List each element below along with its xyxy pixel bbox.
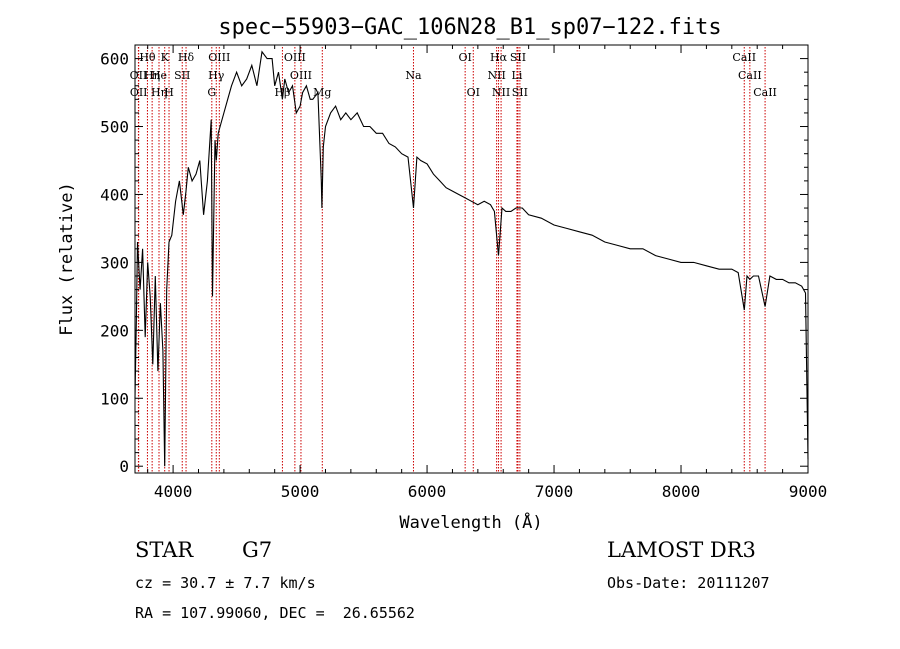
x-axis-label: Wavelength (Å)	[399, 511, 542, 533]
chart-title: spec−55903−GAC_106N28_B1_sp07−122.fits	[218, 15, 721, 40]
y-tick-label: 400	[100, 185, 129, 204]
line-label: Hα	[490, 51, 508, 64]
x-tick-label: 9000	[789, 482, 828, 501]
line-label: Hγ	[208, 69, 225, 82]
x-tick-label: 8000	[662, 482, 701, 501]
y-tick-label: 0	[119, 457, 129, 476]
line-label: H	[164, 86, 174, 99]
line-label: SII	[512, 86, 528, 99]
line-label: Na	[405, 69, 422, 82]
line-label: Hβ	[274, 86, 290, 99]
line-label: OII	[130, 69, 148, 82]
spectral-subclass: G7	[242, 538, 273, 562]
x-tick-label: 5000	[281, 482, 320, 501]
line-label: OI	[467, 86, 480, 99]
line-label: OIII	[290, 69, 312, 82]
y-tick-label: 100	[100, 389, 129, 408]
line-label: SII	[174, 69, 190, 82]
line-label: G	[207, 86, 216, 99]
y-axis-label: Flux (relative)	[57, 182, 77, 336]
survey-name: LAMOST DR3	[607, 538, 756, 562]
x-axis-ticks: 4000 5000 6000 7000 8000 9000	[147, 45, 828, 501]
emission-line-markers	[137, 47, 766, 472]
line-label: CaII	[732, 51, 756, 64]
line-label: CaII	[738, 69, 762, 82]
y-tick-label: 300	[100, 253, 129, 272]
line-label: Hη	[151, 86, 167, 99]
y-tick-label: 500	[100, 118, 129, 137]
spectrum-line	[134, 50, 809, 467]
line-label: SII	[510, 51, 526, 64]
plot-frame	[134, 44, 809, 474]
x-tick-label: 4000	[154, 482, 193, 501]
line-label: NII	[492, 86, 510, 99]
y-tick-label: 200	[100, 321, 129, 340]
line-label: OIII	[208, 51, 230, 64]
object-class: STAR	[135, 538, 194, 562]
x-tick-label: 6000	[408, 482, 447, 501]
line-label: CaII	[753, 86, 777, 99]
line-label: NII	[487, 69, 505, 82]
line-label: OIII	[284, 51, 306, 64]
x-tick-label: 7000	[535, 482, 574, 501]
line-label: OI	[458, 51, 471, 64]
line-label: K	[161, 51, 170, 64]
line-label: Hδ	[178, 51, 195, 64]
line-label: He	[151, 69, 167, 82]
line-label: Li	[512, 69, 523, 82]
line-label: Hη	[144, 69, 160, 82]
observation-date: Obs-Date: 20111207	[607, 574, 770, 592]
line-label: OII	[130, 86, 148, 99]
line-label: Hθ	[139, 51, 156, 64]
coordinates: RA = 107.99060, DEC = 26.65562	[135, 604, 415, 622]
redshift-velocity: cz = 30.7 ± 7.7 km/s	[135, 574, 316, 592]
y-axis-ticks: 0 100 200 300 400 500 600	[100, 50, 808, 476]
y-tick-label: 600	[100, 50, 129, 69]
line-label: Mg	[313, 86, 331, 99]
